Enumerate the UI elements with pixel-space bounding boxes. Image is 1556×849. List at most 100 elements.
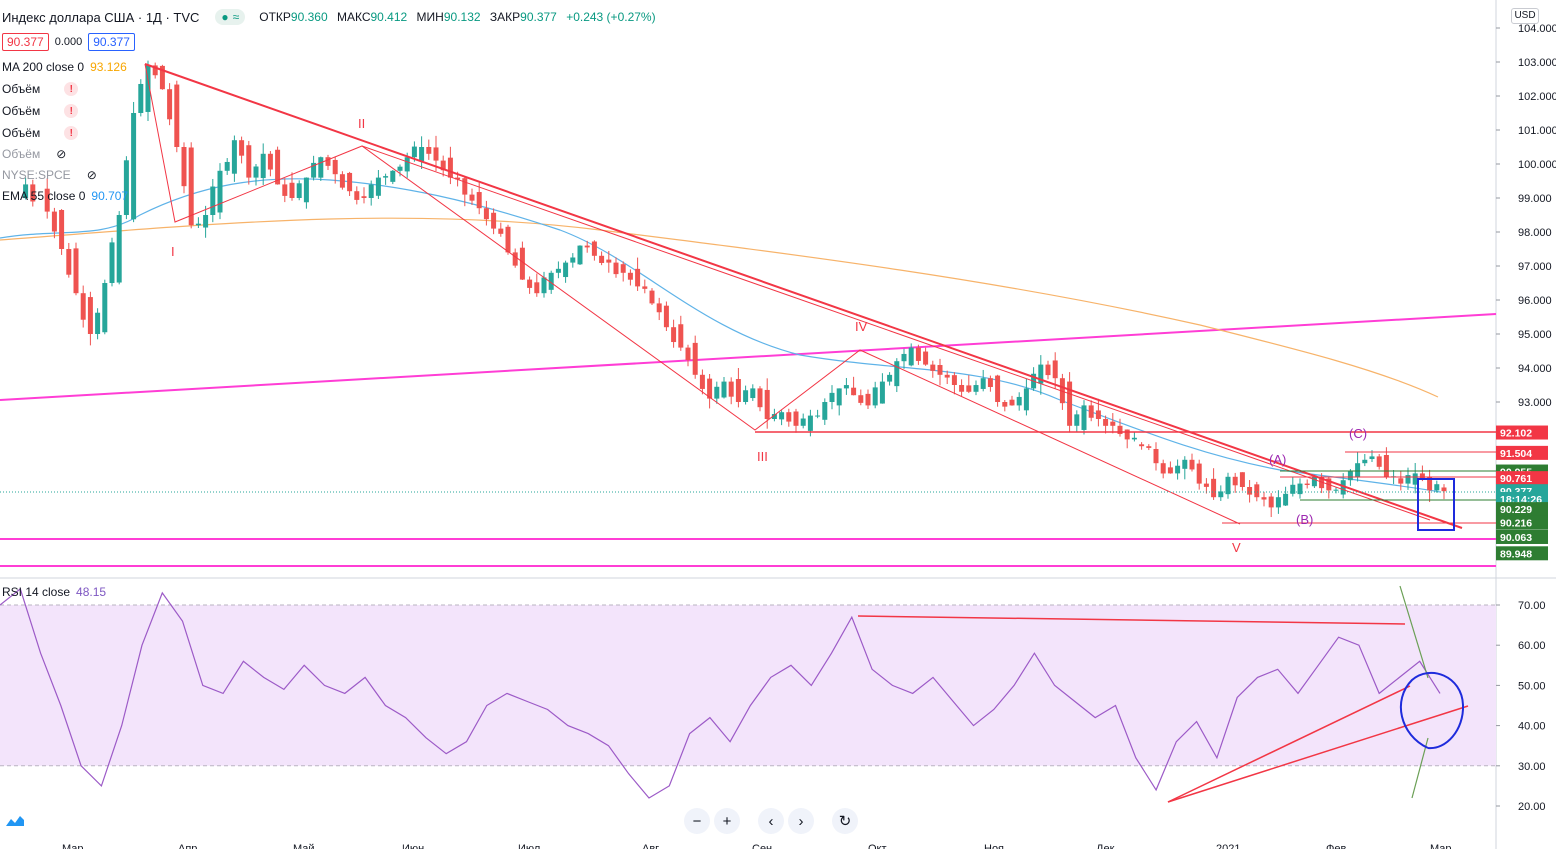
candle-body xyxy=(678,324,684,348)
candle-body xyxy=(815,415,821,417)
candle-body xyxy=(239,140,245,156)
time-tick-label: Дек xyxy=(1096,843,1115,849)
candle-body xyxy=(325,157,331,166)
candle-body xyxy=(188,147,194,226)
candle-body xyxy=(1139,444,1145,447)
rsi-support-line-2 xyxy=(1167,705,1469,803)
tradingview-logo-icon xyxy=(6,816,24,826)
candle-body xyxy=(627,272,633,280)
bid-price[interactable]: 90.377 xyxy=(2,33,49,51)
ask-price[interactable]: 90.377 xyxy=(88,33,135,51)
rsi-tick-label: 50.00 xyxy=(1518,680,1546,692)
candle-body xyxy=(591,241,597,256)
candle-body xyxy=(1247,487,1253,495)
candle-body xyxy=(123,160,129,215)
price-tick-label: 95.000 xyxy=(1518,329,1552,341)
market-status-badge[interactable]: ● ≈ xyxy=(215,9,246,25)
candle-body xyxy=(800,418,806,426)
candle-body xyxy=(296,183,302,198)
candle-body xyxy=(1038,364,1044,384)
price-tick-label: 94.000 xyxy=(1518,363,1552,375)
trend-line-magenta xyxy=(0,313,1497,401)
time-tick-label: Сен xyxy=(752,843,772,849)
candle-body xyxy=(1175,465,1181,474)
candle-body xyxy=(1340,480,1346,495)
rsi-legend[interactable]: RSI 14 close 48.15 xyxy=(2,585,106,599)
spread-value: 0.000 xyxy=(54,36,83,48)
indicator-volume-hidden[interactable]: Объём ⊘ xyxy=(2,147,67,161)
indicator-volume-2[interactable]: Объём! xyxy=(2,102,79,120)
candle-body xyxy=(1254,484,1260,498)
indicator-volume-1[interactable]: Объём! xyxy=(2,80,79,98)
rsi-tick-label: 70.00 xyxy=(1518,600,1546,612)
candle-body xyxy=(332,159,338,175)
major-trend-line xyxy=(144,63,1463,529)
time-tick-label: 2021 xyxy=(1216,843,1240,849)
candle-body xyxy=(1110,421,1116,426)
candle-body xyxy=(1304,483,1310,485)
wave-label: II xyxy=(358,116,365,131)
candle-body xyxy=(311,162,317,178)
candle-body xyxy=(131,113,137,220)
rsi-green-line xyxy=(1399,585,1429,679)
candle-body xyxy=(735,379,741,402)
scroll-left-button[interactable]: ‹ xyxy=(758,808,784,834)
candle-body xyxy=(1347,471,1353,481)
candle-body xyxy=(822,402,828,420)
rsi-divergence-line xyxy=(857,615,1406,625)
candle-body xyxy=(649,290,655,304)
candle-body xyxy=(203,215,209,228)
candle-body xyxy=(1067,381,1073,426)
candle-body xyxy=(959,385,965,392)
highlight-box xyxy=(1417,478,1455,531)
price-tick-label: 101.000 xyxy=(1518,125,1556,137)
candle-body xyxy=(995,375,1001,402)
price-tick-label: 104.000 xyxy=(1518,23,1556,35)
candle-body xyxy=(447,157,453,178)
candle-body xyxy=(1369,456,1375,460)
candle-body xyxy=(1290,484,1296,494)
candle-body xyxy=(951,375,957,385)
currency-button[interactable]: USD xyxy=(1511,8,1539,24)
price-tag-label: 90.229 xyxy=(1500,504,1532,516)
wave-label: (A) xyxy=(1269,452,1286,467)
indicator-spce-hidden[interactable]: NYSE:SPCE ⊘ xyxy=(2,168,97,182)
rsi-band xyxy=(0,605,1496,766)
candle-body xyxy=(1146,446,1152,448)
symbol-title[interactable]: Индекс доллара США · 1Д · TVC xyxy=(2,9,200,25)
reset-chart-button[interactable]: ↻ xyxy=(832,808,858,834)
eye-crossed-icon: ⊘ xyxy=(56,147,67,161)
candle-body xyxy=(1189,459,1195,470)
indicator-ma200[interactable]: MA 200 close 0 93.126 xyxy=(2,60,127,74)
candle-body xyxy=(930,364,936,371)
candle-body xyxy=(750,388,756,399)
candle-body xyxy=(318,157,324,178)
price-tick-label: 100.000 xyxy=(1518,159,1556,171)
candle-body xyxy=(95,312,101,334)
candle-body xyxy=(512,252,518,266)
candle-body xyxy=(663,305,669,328)
chart-navigation: − + ‹ › ↻ xyxy=(684,808,858,836)
zoom-in-button[interactable]: + xyxy=(714,808,740,834)
candle-body xyxy=(339,174,345,188)
candle-body xyxy=(1196,463,1202,484)
indicator-ema55[interactable]: EMA 55 close 0 90.707 xyxy=(2,189,129,203)
bid-ask-row: 90.377 0.000 90.377 xyxy=(2,33,135,51)
candle-body xyxy=(1333,489,1339,491)
candle-body xyxy=(836,388,842,406)
symbol-title-row: Индекс доллара США · 1Д · TVC ● ≈ ОТКР90.… xyxy=(2,8,656,26)
warning-icon: ! xyxy=(64,82,79,96)
zoom-out-button[interactable]: − xyxy=(684,808,710,834)
price-tag-label: 89.948 xyxy=(1500,548,1532,560)
indicator-volume-3[interactable]: Объём! xyxy=(2,124,79,142)
warning-icon: ! xyxy=(64,126,79,140)
candle-body xyxy=(613,262,619,275)
price-tick-label: 96.000 xyxy=(1518,295,1552,307)
candle-body xyxy=(383,176,389,178)
candle-body xyxy=(1261,497,1267,500)
candle-body xyxy=(1074,414,1080,426)
candle-body xyxy=(469,194,475,201)
scroll-right-button[interactable]: › xyxy=(788,808,814,834)
rsi-label: RSI 14 close xyxy=(2,585,71,599)
